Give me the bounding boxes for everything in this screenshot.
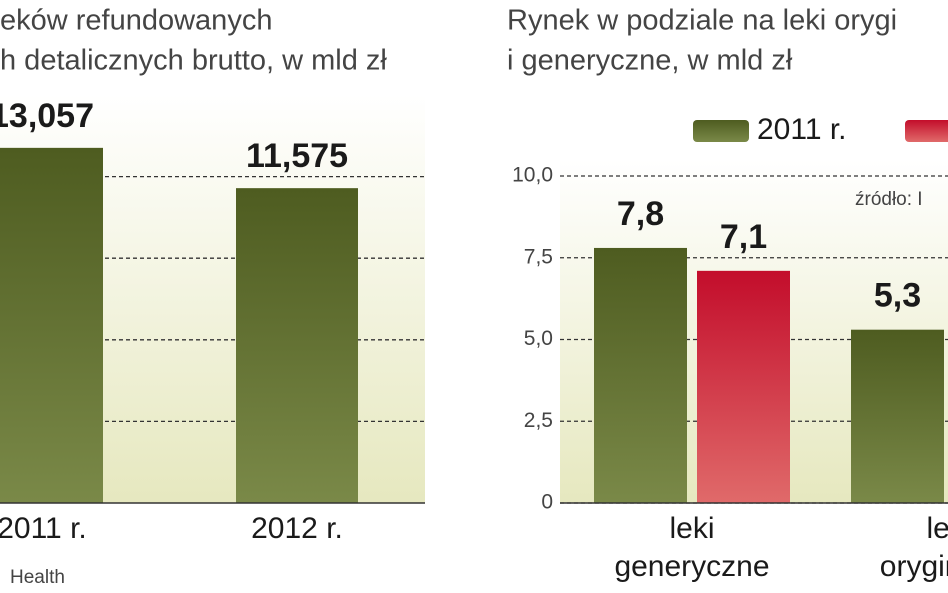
bar (0, 147, 103, 503)
legend-swatch (905, 120, 948, 142)
chart-title: i generyczne, w mld zł (507, 45, 793, 77)
value-label: 13,057 (0, 97, 94, 135)
value-label: 7,1 (720, 218, 767, 256)
x-tick-label: oryginalne (880, 550, 948, 583)
y-tick-label: 2,5 (524, 409, 553, 432)
y-tick-label: 10,0 (512, 164, 553, 187)
legend-label: 2011 r. (757, 113, 847, 146)
source: źródło: I (855, 189, 923, 210)
y-tick-label: 5,0 (524, 327, 553, 350)
x-tick-label: leki (926, 512, 948, 545)
chart-title: eków refundowanych (0, 5, 272, 37)
chart-title: h detalicznych brutto, w mld zł (0, 45, 387, 77)
value-label: 7,8 (617, 195, 664, 233)
bar (594, 247, 687, 503)
legend-swatch (693, 120, 749, 142)
chart-title: Rynek w podziale na leki orygi (507, 5, 897, 37)
bar (697, 270, 790, 503)
y-tick-label: 7,5 (524, 245, 553, 268)
value-label: 11,575 (246, 137, 348, 175)
x-tick-label: leki (669, 512, 714, 545)
source: Health (10, 567, 65, 588)
y-tick-label: 0 (541, 491, 553, 514)
x-tick-label: generyczne (614, 550, 769, 583)
bar (236, 188, 358, 503)
value-label: 5,3 (874, 277, 921, 315)
x-tick-label: 2012 r. (251, 512, 343, 545)
bar (851, 329, 944, 503)
x-tick-label: 2011 r. (0, 512, 87, 545)
